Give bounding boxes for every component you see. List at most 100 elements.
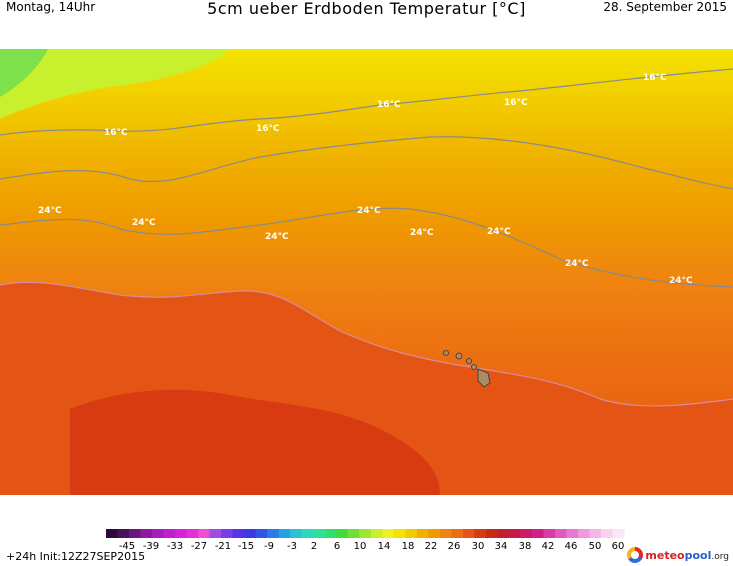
isotherm-labels: 16°C 16°C 16°C 16°C 16°C 24°C 24°C 24°C … bbox=[38, 73, 693, 286]
legend-tick: 18 bbox=[402, 541, 415, 552]
legend-swatch bbox=[393, 529, 406, 538]
legend-swatch bbox=[152, 529, 165, 538]
legend-swatch bbox=[313, 529, 326, 538]
legend-tick: 2 bbox=[311, 541, 317, 552]
hawaii-islands bbox=[443, 350, 491, 388]
legend-swatch bbox=[232, 529, 245, 538]
legend-swatch bbox=[290, 529, 303, 538]
legend-swatch bbox=[462, 529, 475, 538]
legend-swatch bbox=[577, 529, 591, 538]
legend-tick: 50 bbox=[589, 541, 602, 552]
legend-tick: 60 bbox=[612, 541, 625, 552]
legend-swatch bbox=[244, 529, 257, 538]
legend-swatch bbox=[497, 529, 510, 538]
legend-swatch bbox=[566, 529, 579, 538]
legend-swatch bbox=[347, 529, 360, 538]
legend-swatch bbox=[600, 529, 614, 538]
isotherm-label: 24°C bbox=[410, 228, 434, 238]
isotherm-28 bbox=[0, 281, 733, 407]
meteopool-logo-text: meteopool.org bbox=[645, 548, 729, 562]
legend-tick: 30 bbox=[472, 541, 485, 552]
legend-tick: -39 bbox=[143, 541, 159, 552]
meteopool-logo: meteopool.org bbox=[627, 545, 729, 565]
legend-tick: 6 bbox=[334, 541, 340, 552]
legend-swatch bbox=[474, 529, 487, 538]
legend-tick: -33 bbox=[167, 541, 183, 552]
legend-swatch bbox=[175, 529, 188, 538]
legend-swatch bbox=[359, 529, 372, 538]
isotherm-24 bbox=[0, 207, 733, 288]
temperature-map: 16°C 16°C 16°C 16°C 16°C 24°C 24°C 24°C … bbox=[0, 49, 733, 495]
forecast-time: Montag, 14Uhr bbox=[6, 0, 96, 14]
legend-swatch bbox=[336, 529, 349, 538]
legend-swatch bbox=[186, 529, 199, 538]
meteopool-logo-icon bbox=[627, 547, 644, 563]
legend-swatch bbox=[531, 529, 545, 538]
legend-swatch bbox=[520, 529, 533, 538]
legend-swatch bbox=[439, 529, 452, 538]
legend-tick: 38 bbox=[519, 541, 532, 552]
legend-tick: 10 bbox=[354, 541, 367, 552]
legend-swatch bbox=[301, 529, 314, 538]
legend-tick: -9 bbox=[264, 541, 274, 552]
isotherm-label: 16°C bbox=[256, 124, 280, 134]
legend-swatch bbox=[612, 529, 625, 538]
legend-swatch bbox=[209, 529, 222, 538]
legend-swatch bbox=[382, 529, 395, 538]
forecast-date: 28. September 2015 bbox=[603, 0, 727, 14]
legend-swatch bbox=[324, 529, 337, 538]
legend-swatch bbox=[198, 529, 211, 538]
legend-tick: 26 bbox=[448, 541, 461, 552]
legend-tick: -15 bbox=[238, 541, 254, 552]
isotherm-label: 24°C bbox=[669, 276, 693, 286]
isotherm-label: 24°C bbox=[38, 206, 62, 216]
init-time: +24h Init:12Z27SEP2015 bbox=[6, 550, 146, 563]
color-scale-legend: -45 -39 -33 -27 -21 -15 -9 -3 2 6 10 14 … bbox=[106, 529, 625, 552]
legend-swatch bbox=[106, 529, 119, 538]
isotherm-label: 24°C bbox=[265, 232, 289, 242]
legend-swatch bbox=[370, 529, 383, 538]
isotherm-label: 24°C bbox=[565, 259, 589, 269]
legend-swatch bbox=[163, 529, 176, 538]
legend-swatch bbox=[416, 529, 429, 538]
isotherm-label: 16°C bbox=[643, 73, 667, 83]
isotherm-label: 16°C bbox=[377, 100, 401, 110]
legend-tick: -21 bbox=[215, 541, 231, 552]
isotherm-20 bbox=[0, 136, 733, 190]
coldest-zone bbox=[0, 49, 48, 97]
legend-swatch bbox=[451, 529, 464, 538]
legend-swatch bbox=[485, 529, 498, 538]
isotherm-label: 16°C bbox=[104, 128, 128, 138]
legend-swatch bbox=[554, 529, 568, 538]
legend-swatch bbox=[508, 529, 521, 538]
legend-swatch bbox=[278, 529, 291, 538]
legend-swatch bbox=[543, 529, 556, 538]
isotherm-label: 24°C bbox=[357, 206, 381, 216]
hot-zone bbox=[70, 389, 440, 495]
legend-swatch bbox=[129, 529, 142, 538]
legend-swatch bbox=[428, 529, 441, 538]
legend-tick: 34 bbox=[495, 541, 508, 552]
legend-tick: -45 bbox=[119, 541, 135, 552]
legend-tick: -3 bbox=[287, 541, 297, 552]
isotherm-label: 24°C bbox=[487, 227, 511, 237]
map-title: 5cm ueber Erdboden Temperatur [°C] bbox=[207, 0, 526, 18]
legend-tick: -27 bbox=[191, 541, 207, 552]
legend-tick: 46 bbox=[565, 541, 578, 552]
cool-zone bbox=[0, 49, 230, 119]
legend-swatch bbox=[267, 529, 280, 538]
legend-tick: 22 bbox=[425, 541, 438, 552]
legend-swatch bbox=[117, 529, 130, 538]
legend-ticks: -45 -39 -33 -27 -21 -15 -9 -3 2 6 10 14 … bbox=[119, 541, 625, 552]
legend-tick: 14 bbox=[378, 541, 391, 552]
legend-swatches bbox=[106, 529, 625, 538]
legend-swatch bbox=[589, 529, 602, 538]
legend-swatch bbox=[405, 529, 418, 538]
legend-swatch bbox=[221, 529, 234, 538]
legend-tick: 42 bbox=[542, 541, 555, 552]
isotherm-label: 16°C bbox=[504, 98, 528, 108]
legend-swatch bbox=[140, 529, 153, 538]
isotherm-16 bbox=[0, 68, 733, 136]
legend-swatch bbox=[255, 529, 268, 538]
isotherm-label: 24°C bbox=[132, 218, 156, 228]
